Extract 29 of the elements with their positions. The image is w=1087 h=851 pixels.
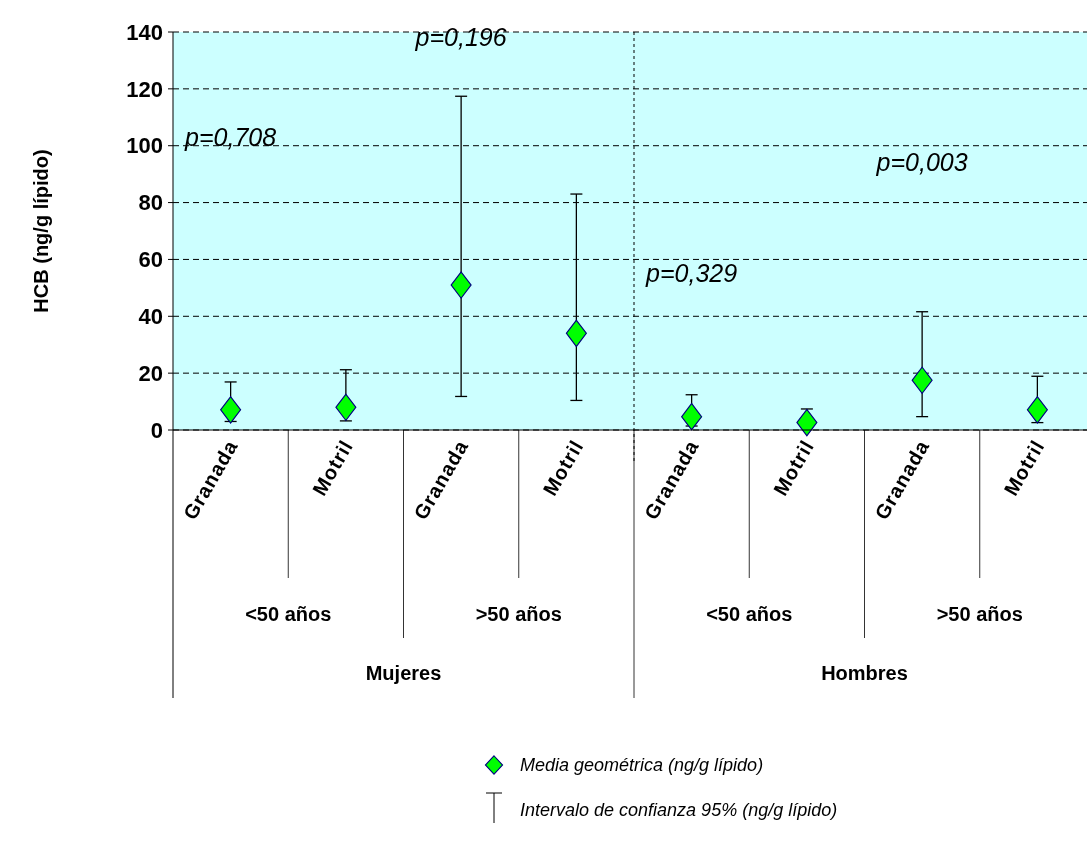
- point: [1026, 396, 1048, 424]
- annotation: p=0,708: [184, 122, 277, 151]
- point: [911, 366, 933, 394]
- y-tick-label: 60: [138, 247, 163, 273]
- text: <50 años: [706, 603, 793, 625]
- y-tick-label: 100: [126, 133, 163, 159]
- text: Hombres: [821, 662, 908, 684]
- point: [796, 408, 818, 437]
- text: Intervalo de confianza 95% (ng/g lípido): [520, 800, 838, 821]
- text: >50 años: [475, 603, 562, 625]
- text: >50 años: [936, 603, 1023, 625]
- y-tick-label: 120: [126, 76, 163, 102]
- annotation: p=0,196: [414, 23, 507, 52]
- point: [681, 402, 703, 431]
- y-tick-label: 0: [150, 417, 163, 443]
- legend-label: Media geométrica (ng/g lípido): [520, 755, 764, 776]
- point: [565, 319, 587, 348]
- y-tick-label: 20: [138, 360, 163, 386]
- y-tick-label: 40: [138, 303, 163, 329]
- annotation: p=0,329: [645, 259, 738, 288]
- point: [220, 396, 242, 424]
- text: Mujeres: [365, 662, 442, 684]
- point: [335, 393, 357, 421]
- y-tick-label: 140: [126, 19, 163, 45]
- y-tick-label: 80: [138, 190, 163, 216]
- annotation: p=0,003: [875, 148, 968, 177]
- y-axis-title: HCB (ng/g lípido): [30, 149, 52, 313]
- point: [450, 271, 472, 299]
- text: <50 años: [245, 603, 332, 625]
